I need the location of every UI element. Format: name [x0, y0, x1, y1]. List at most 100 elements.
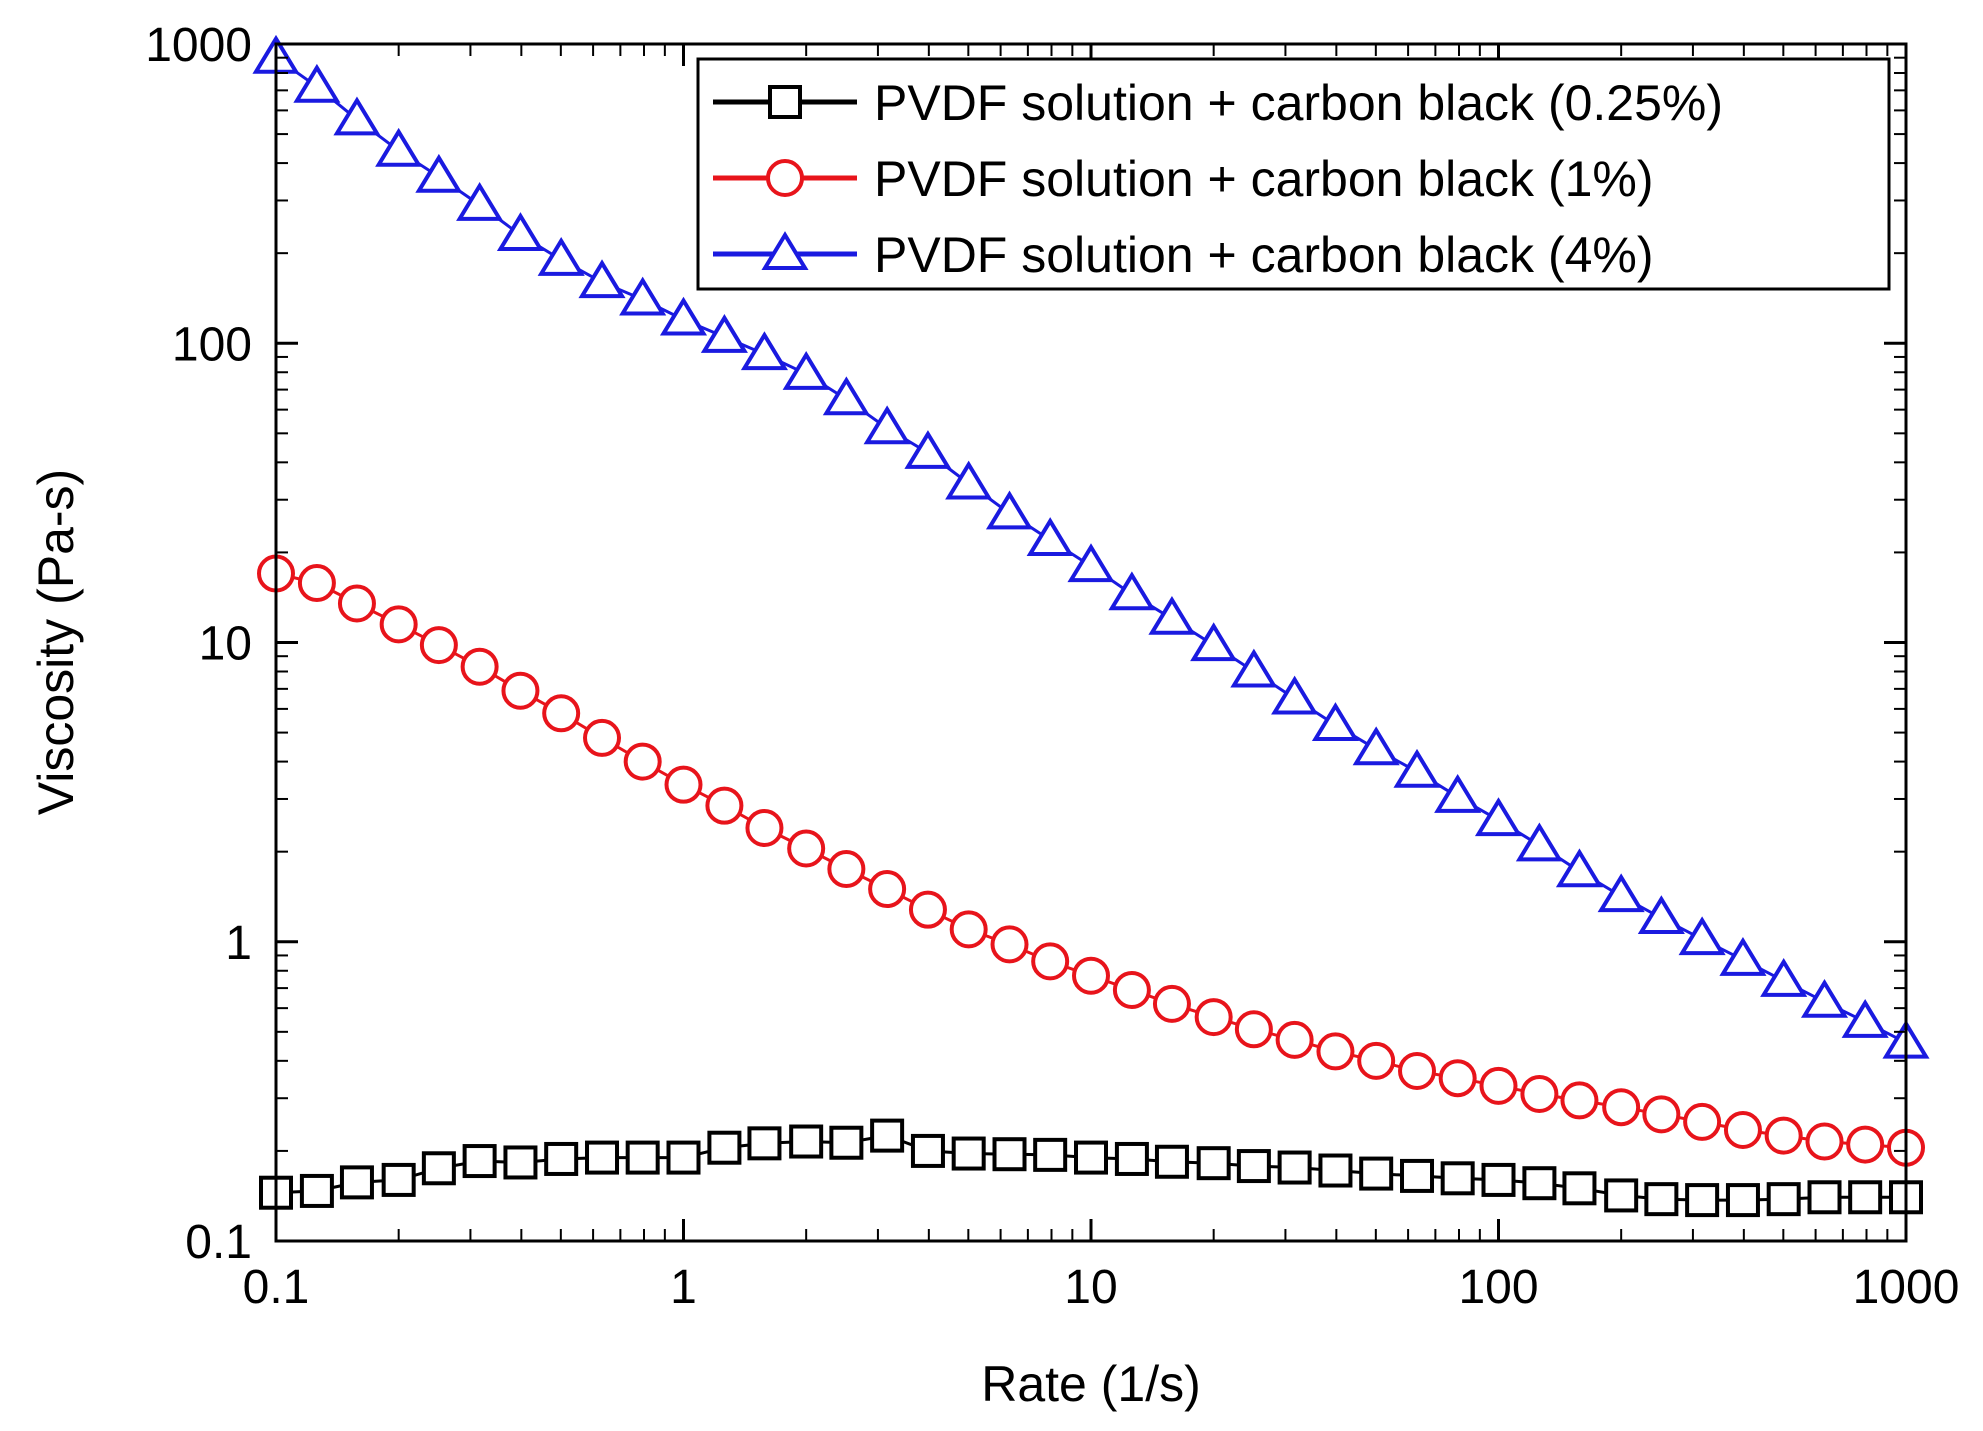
- legend-label: PVDF solution + carbon black (0.25%): [874, 75, 1723, 131]
- data-point: [1515, 822, 1563, 862]
- data-point: [1026, 517, 1074, 557]
- data-point: [1764, 1116, 1803, 1155]
- data-point: [379, 605, 418, 644]
- data-point: [1357, 1041, 1396, 1080]
- data-point: [503, 1145, 538, 1180]
- data-point: [1352, 726, 1400, 766]
- data-point: [456, 182, 504, 221]
- data-point: [1604, 1178, 1639, 1213]
- data-point: [740, 331, 789, 371]
- data-point: [666, 1140, 701, 1175]
- data-point: [1277, 1150, 1312, 1185]
- data-point: [659, 296, 708, 336]
- data-point: [1760, 958, 1808, 997]
- data-point: [578, 259, 626, 299]
- data-point: [1072, 956, 1110, 995]
- data-point: [1644, 1182, 1679, 1217]
- y-tick-label: 1: [225, 917, 252, 970]
- data-point: [585, 1140, 620, 1175]
- data-point: [1033, 1137, 1068, 1172]
- data-point: [910, 1133, 945, 1168]
- data-point: [337, 584, 376, 623]
- x-tick-label: 1000: [1853, 1261, 1960, 1314]
- data-point: [1112, 970, 1151, 1009]
- data-point: [1031, 942, 1070, 981]
- data-point: [1148, 595, 1196, 635]
- y-tick-label: 0.1: [185, 1216, 252, 1269]
- data-point: [1800, 978, 1849, 1018]
- y-tick-label: 1000: [145, 19, 252, 72]
- data-point: [1637, 895, 1685, 935]
- data-point: [868, 870, 907, 909]
- y-axis-title: Viscosity (Pa-s): [28, 469, 84, 815]
- data-point: [1807, 1180, 1842, 1215]
- data-point: [1152, 984, 1191, 1023]
- legend-entry-1: PVDF solution + carbon black (0.25%): [713, 75, 1723, 131]
- data-point: [822, 376, 870, 416]
- data-point: [381, 1162, 416, 1197]
- data-point: [625, 1140, 660, 1175]
- data-point: [1275, 1020, 1314, 1059]
- data-point: [1318, 1153, 1353, 1188]
- data-point: [1683, 1102, 1722, 1141]
- data-point: [1562, 1171, 1597, 1206]
- legend-entry-2: PVDF solution + carbon black (1%): [713, 151, 1654, 207]
- legend-marker: [766, 159, 804, 197]
- legend-label: PVDF solution + carbon black (4%): [874, 227, 1654, 283]
- y-tick-label: 100: [172, 318, 252, 371]
- data-point: [951, 1136, 986, 1171]
- data-point: [1316, 1032, 1355, 1071]
- data-point: [1440, 1161, 1475, 1196]
- data-point: [1438, 1059, 1477, 1098]
- data-point: [904, 430, 952, 469]
- data-point: [1271, 675, 1319, 715]
- data-point: [1074, 1140, 1108, 1175]
- data-point: [949, 910, 988, 949]
- x-tick-label: 10: [1064, 1261, 1117, 1314]
- legend-marker: [761, 231, 809, 270]
- data-point: [623, 742, 662, 781]
- data-point: [1359, 1156, 1394, 1191]
- series-3: [252, 34, 1930, 1059]
- data-point: [787, 829, 826, 868]
- data-point: [1602, 1088, 1641, 1127]
- data-point: [782, 351, 830, 390]
- legend-marker: [768, 85, 802, 119]
- data-point: [419, 626, 458, 665]
- data-point: [985, 490, 1034, 530]
- data-point: [1719, 936, 1767, 976]
- legend-label: PVDF solution + carbon black (1%): [874, 151, 1654, 207]
- data-point: [1190, 622, 1238, 662]
- data-point: [1685, 1183, 1720, 1218]
- x-tick-label: 1: [670, 1261, 697, 1314]
- data-point: [1841, 998, 1889, 1038]
- data-point: [945, 460, 993, 500]
- data-point: [496, 212, 545, 252]
- data-point: [1846, 1125, 1885, 1164]
- data-point: [1560, 1081, 1599, 1120]
- data-point: [421, 1151, 456, 1186]
- data-point: [1723, 1110, 1762, 1149]
- data-point: [542, 694, 581, 733]
- data-point: [1230, 648, 1278, 688]
- data-point: [1194, 998, 1233, 1037]
- data-point: [908, 890, 947, 929]
- data-point: [1067, 543, 1115, 583]
- data-point: [863, 405, 911, 445]
- data-point: [1154, 1144, 1189, 1179]
- data-point: [583, 718, 622, 757]
- x-tick-label: 100: [1458, 1261, 1538, 1314]
- data-point: [537, 236, 585, 276]
- data-point: [299, 1173, 334, 1208]
- data-point: [1481, 1162, 1516, 1197]
- series-1: [259, 1118, 1923, 1218]
- data-point: [415, 153, 463, 193]
- data-point: [1311, 702, 1360, 742]
- data-point: [990, 925, 1029, 964]
- data-point: [333, 96, 381, 136]
- data-point: [544, 1141, 579, 1176]
- data-point: [1434, 773, 1482, 813]
- data-point: [339, 1165, 374, 1200]
- data-point: [1522, 1166, 1557, 1201]
- data-point: [829, 1125, 864, 1160]
